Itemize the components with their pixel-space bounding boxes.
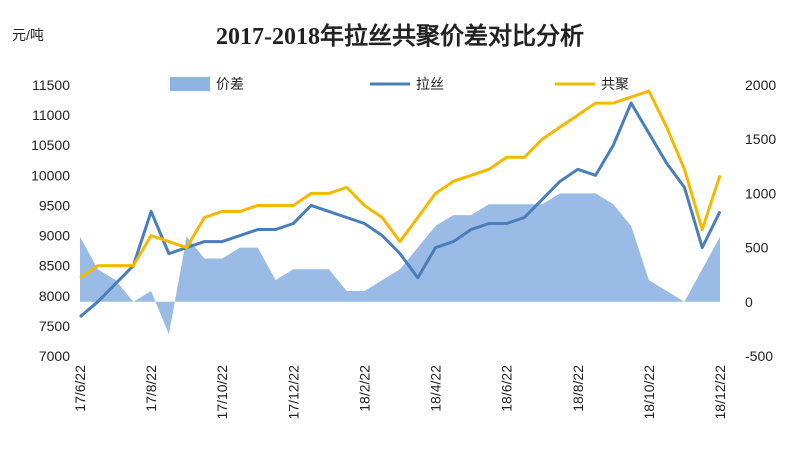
y-tick-label: 7500 xyxy=(39,318,70,334)
x-tick-label: 17/6/22 xyxy=(72,365,88,412)
y2-tick-label: 2000 xyxy=(745,77,776,93)
x-tick-label: 18/2/22 xyxy=(356,365,372,412)
legend-label: 共聚 xyxy=(601,76,629,92)
y-tick-label: 11500 xyxy=(32,77,70,93)
y2-tick-label: -500 xyxy=(745,348,773,364)
legend-label: 拉丝 xyxy=(416,76,444,92)
y-tick-label: 10000 xyxy=(31,167,70,183)
line xyxy=(79,89,722,279)
y-unit: 元/吨 xyxy=(12,27,44,43)
x-tick-label: 18/8/22 xyxy=(570,365,586,412)
y2-tick-label: 1000 xyxy=(745,185,776,201)
y-tick-label: 7000 xyxy=(39,348,70,364)
x-tick-label: 18/10/22 xyxy=(641,365,657,420)
y-tick-label: 11000 xyxy=(32,107,70,123)
y-tick-label: 8500 xyxy=(39,258,70,274)
x-tick-label: 18/4/22 xyxy=(428,365,444,412)
legend-label: 价差 xyxy=(216,76,244,92)
x-tick-label: 17/10/22 xyxy=(214,365,230,420)
x-tick-label: 17/8/22 xyxy=(143,365,159,412)
y-tick-label: 9000 xyxy=(39,228,70,244)
y2-tick-label: 500 xyxy=(745,240,769,256)
chart-title: 2017-2018年拉丝共聚价差对比分析 xyxy=(216,22,584,50)
legend-swatch xyxy=(170,77,210,91)
x-tick-label: 18/12/22 xyxy=(712,365,728,420)
y2-tick-label: 1500 xyxy=(745,131,776,147)
area xyxy=(80,193,720,335)
x-tick-label: 17/12/22 xyxy=(285,365,301,420)
y2-tick-label: 0 xyxy=(745,294,753,310)
y-tick-label: 8000 xyxy=(39,288,70,304)
y-tick-label: 10500 xyxy=(31,137,70,153)
x-tick-label: 18/6/22 xyxy=(499,365,515,412)
y-tick-label: 9500 xyxy=(39,197,70,213)
